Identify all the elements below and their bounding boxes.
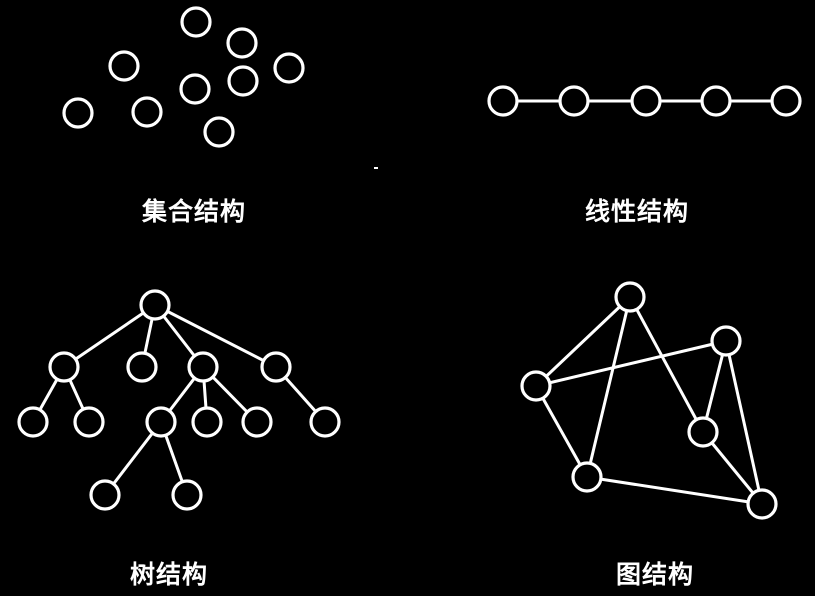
tree-node-12 (171, 479, 203, 511)
graph-node-1 (520, 370, 552, 402)
tree-node-7 (145, 406, 177, 438)
stray-dot (374, 167, 378, 169)
graph-node-2 (571, 461, 603, 493)
tree-node-5 (17, 406, 49, 438)
set-node-3 (273, 52, 305, 84)
tree-edge-0-4 (153, 303, 278, 369)
graph-structure-caption: 图结构 (616, 560, 694, 589)
graph-node-0 (614, 281, 646, 313)
graph-edge-0-4 (628, 295, 705, 434)
linear-node-1 (558, 85, 590, 117)
set-node-6 (62, 97, 94, 129)
linear-structure-caption: 线性结构 (585, 197, 689, 226)
graph-edge-3-4 (701, 339, 728, 434)
tree-structure (17, 289, 341, 511)
set-node-0 (180, 6, 212, 38)
set-node-7 (131, 96, 163, 128)
graph-edge-0-1 (534, 295, 632, 388)
graph-edge-3-5 (724, 339, 764, 506)
set-node-5 (227, 65, 259, 97)
tree-node-2 (126, 351, 158, 383)
tree-node-6 (73, 406, 105, 438)
linear-node-4 (770, 85, 802, 117)
tree-node-11 (89, 479, 121, 511)
tree-node-10 (309, 406, 341, 438)
tree-node-4 (260, 351, 292, 383)
graph-edge-0-2 (585, 295, 632, 479)
tree-edge-0-1 (62, 303, 157, 369)
graph-edge-1-3 (534, 339, 728, 388)
set-node-2 (108, 50, 140, 82)
set-node-4 (179, 73, 211, 105)
linear-structure (487, 85, 802, 117)
graph-node-3 (710, 325, 742, 357)
tree-node-3 (187, 351, 219, 383)
linear-node-2 (630, 85, 662, 117)
set-node-8 (203, 116, 235, 148)
tree-node-8 (191, 406, 223, 438)
graph-structure (520, 281, 778, 520)
tree-node-1 (48, 351, 80, 383)
tree-node-0 (139, 289, 171, 321)
graph-edge-2-5 (585, 475, 764, 506)
set-structure (62, 6, 305, 148)
linear-node-0 (487, 85, 519, 117)
linear-node-3 (700, 85, 732, 117)
graph-node-5 (746, 488, 778, 520)
graph-node-4 (687, 416, 719, 448)
set-structure-caption: 集合结构 (141, 197, 246, 226)
graph-edge-1-2 (534, 384, 589, 479)
tree-structure-caption: 树结构 (130, 560, 208, 589)
set-node-1 (226, 27, 258, 59)
tree-node-9 (241, 406, 273, 438)
